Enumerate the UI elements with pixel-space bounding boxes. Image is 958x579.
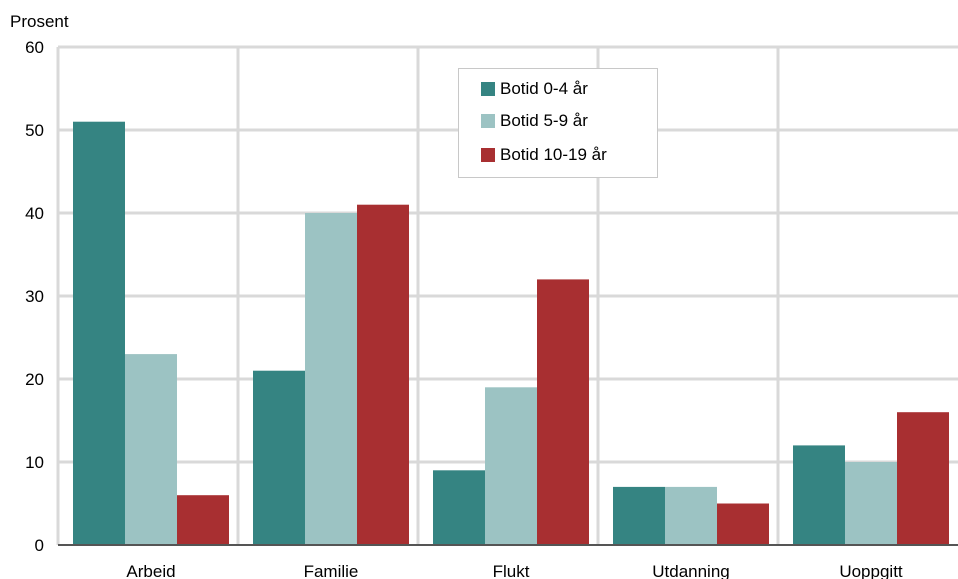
y-tick-label: 10 (25, 453, 44, 472)
y-tick-label: 40 (25, 204, 44, 223)
y-tick-label: 60 (25, 38, 44, 57)
bar (357, 204, 409, 545)
legend-item: Botid 0-4 år (481, 79, 588, 99)
bar (537, 279, 589, 545)
bar (897, 412, 949, 545)
y-tick-label: 30 (25, 287, 44, 306)
y-tick-label: 20 (25, 370, 44, 389)
bar (665, 486, 717, 545)
bar (485, 387, 537, 545)
legend-swatch (481, 114, 495, 128)
y-tick-labels: 0 10 20 30 40 50 60 (25, 38, 44, 555)
bar (433, 470, 485, 545)
bar (845, 462, 897, 545)
bar (613, 486, 665, 545)
x-tick-label: Utdanning (652, 562, 730, 579)
y-tick-label: 50 (25, 121, 44, 140)
legend-item: Botid 5-9 år (481, 111, 588, 131)
bar (73, 121, 125, 545)
bar (253, 370, 305, 545)
x-tick-label: Arbeid (126, 562, 175, 579)
bar (717, 503, 769, 545)
bar (305, 213, 357, 545)
y-axis-label: Prosent (10, 12, 69, 31)
legend-label: Botid 5-9 år (500, 111, 588, 130)
y-tick-label: 0 (35, 536, 44, 555)
x-tick-labels: Arbeid Familie Flukt Utdanning Uoppgitt (126, 562, 903, 579)
axes (56, 47, 958, 546)
x-tick-label: Flukt (493, 562, 530, 579)
legend-swatch (481, 148, 495, 162)
legend-label: Botid 10-19 år (500, 145, 607, 164)
legend-item: Botid 10-19 år (481, 145, 607, 165)
legend-label: Botid 0-4 år (500, 79, 588, 98)
bars (73, 121, 949, 545)
bar (125, 354, 177, 545)
x-tick-label: Familie (304, 562, 359, 579)
bar (177, 495, 229, 545)
x-tick-label: Uoppgitt (839, 562, 903, 579)
legend: Botid 0-4 år Botid 5-9 år Botid 10-19 år (458, 68, 658, 178)
legend-swatch (481, 82, 495, 96)
bar (793, 445, 845, 545)
